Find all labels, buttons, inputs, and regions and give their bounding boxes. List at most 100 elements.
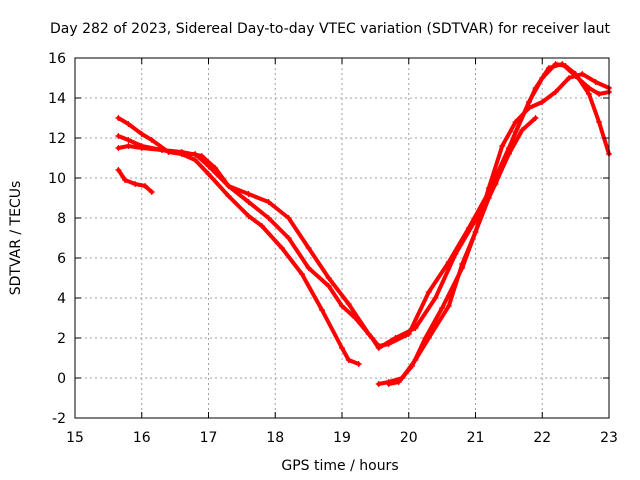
x-axis-label: GPS time / hours	[281, 458, 398, 474]
data-point	[285, 215, 292, 221]
data-point	[512, 119, 519, 125]
x-tick-label: 19	[333, 430, 351, 446]
data-point	[318, 307, 325, 313]
x-tick-label: 21	[467, 430, 485, 446]
y-tick-label: 14	[48, 91, 66, 107]
data-point	[585, 85, 592, 91]
data-point	[115, 115, 122, 121]
y-tick-label: -2	[52, 411, 66, 427]
data-point	[392, 335, 399, 341]
x-tick-label: 17	[200, 430, 218, 446]
data-point	[409, 363, 416, 369]
data-point	[148, 189, 155, 195]
data-point	[132, 181, 139, 187]
data-point	[148, 137, 155, 143]
data-point	[459, 265, 466, 271]
y-tick-label: 8	[57, 211, 66, 227]
y-axis-label: SDTVAR / TECUs	[8, 181, 24, 296]
data-point	[125, 137, 132, 143]
data-point	[265, 199, 272, 205]
data-point	[245, 213, 252, 219]
data-point	[425, 289, 432, 295]
data-point	[585, 91, 592, 97]
y-tick-label: 4	[57, 291, 66, 307]
data-point	[245, 191, 252, 197]
data-point	[142, 183, 149, 189]
data-point	[205, 171, 212, 177]
data-point	[559, 61, 566, 67]
series-track-b	[115, 61, 612, 351]
series-group	[115, 61, 612, 387]
x-tick-label: 18	[266, 430, 284, 446]
data-point	[545, 65, 552, 71]
data-point	[178, 151, 185, 157]
data-point	[278, 245, 285, 251]
series-line	[116, 144, 361, 366]
data-point	[519, 127, 526, 133]
data-point	[439, 305, 446, 311]
data-point	[532, 115, 539, 121]
data-point	[212, 165, 219, 171]
x-tick-label: 16	[133, 430, 151, 446]
data-point	[432, 295, 439, 301]
data-point	[485, 195, 492, 201]
data-point	[355, 361, 362, 367]
data-point	[158, 147, 165, 153]
data-point	[339, 345, 345, 351]
data-point	[138, 145, 145, 151]
y-tick-label: 2	[57, 331, 66, 347]
data-point	[245, 199, 252, 205]
data-point	[532, 85, 539, 91]
series-track-c	[115, 143, 362, 367]
data-point	[325, 275, 332, 281]
data-point	[505, 151, 512, 157]
data-point	[595, 91, 602, 97]
data-point	[125, 143, 132, 149]
data-point	[345, 301, 352, 307]
y-tick-label: 6	[57, 251, 66, 267]
data-point	[552, 89, 559, 95]
data-point	[579, 71, 586, 77]
x-tick-label: 15	[66, 430, 84, 446]
data-point	[265, 215, 272, 221]
data-point	[485, 185, 492, 191]
data-point	[512, 129, 519, 135]
x-tick-label: 20	[400, 430, 418, 446]
data-point	[115, 167, 122, 173]
data-point	[375, 345, 382, 351]
data-point	[352, 315, 359, 321]
data-point	[122, 177, 129, 183]
y-tick-label: 0	[57, 371, 66, 387]
series-track-e	[385, 115, 539, 387]
data-point	[198, 153, 205, 159]
data-point	[472, 229, 479, 235]
data-point	[345, 357, 352, 363]
x-tick-label: 23	[600, 430, 618, 446]
data-point	[339, 303, 345, 309]
data-point	[445, 303, 452, 309]
data-point	[305, 265, 312, 271]
data-point	[499, 143, 506, 149]
y-tick-label: 16	[48, 51, 66, 67]
data-point	[115, 133, 122, 139]
tick-labels: 15 16 17 18 19 20 21 22 23 -2 0 2 4 6 8 10 12 14 16	[48, 51, 618, 446]
data-point	[592, 79, 599, 85]
y-tick-label: 12	[48, 131, 66, 147]
data-point	[565, 75, 572, 81]
data-point	[298, 271, 305, 277]
data-point	[192, 157, 199, 163]
data-point	[285, 235, 292, 241]
data-point	[452, 251, 459, 257]
data-point	[325, 283, 332, 289]
data-point	[525, 105, 532, 111]
data-point	[385, 381, 392, 387]
y-tick-label: 10	[48, 171, 66, 187]
chart-title: Day 282 of 2023, Sidereal Day-to-day VTE…	[50, 21, 611, 37]
x-tick-label: 22	[533, 430, 551, 446]
data-point	[395, 379, 402, 385]
data-point	[369, 335, 376, 341]
data-point	[595, 119, 602, 125]
data-point	[225, 193, 232, 199]
